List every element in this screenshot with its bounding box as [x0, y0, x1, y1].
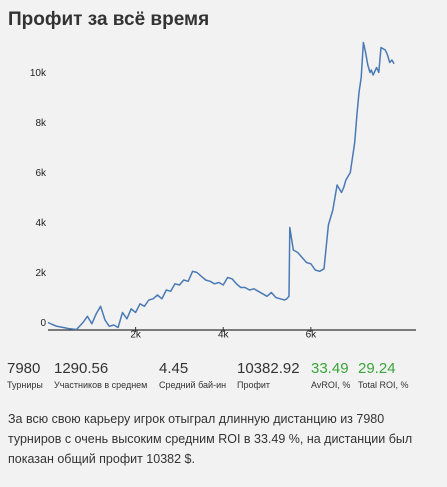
profit-chart: 0 2k 4k 6k 8k 10k 2k 4k 6k	[0, 40, 447, 345]
stat-avg-players: 1290.56 Участников в среднем	[54, 360, 147, 391]
stat-avg-buyin-label: Средний бай-ин	[159, 380, 227, 390]
stat-avg-buyin: 4.45 Средний бай-ин	[159, 360, 226, 391]
x-tick-label: 6k	[306, 329, 318, 340]
stat-tournaments-value: 7980	[7, 360, 41, 377]
y-tick-label: 0	[40, 318, 46, 329]
stat-tournaments-label: Турниры	[7, 380, 43, 390]
y-tick-label: 2k	[35, 268, 47, 279]
chart-title: Профит за всё время	[8, 9, 210, 30]
stat-total-roi-label: Total ROI, %	[358, 380, 409, 390]
profit-chart-svg: 0 2k 4k 6k 8k 10k 2k 4k 6k	[30, 41, 416, 340]
y-tick-label: 4k	[35, 218, 47, 229]
stats-row: 7980 Турниры 1290.56 Участников в средне…	[7, 360, 443, 394]
stat-avroi: 33.49 AvROI, %	[311, 360, 350, 391]
x-tick-label: 4k	[218, 329, 230, 340]
y-tick-label: 10k	[30, 68, 47, 79]
summary-text: За всю свою карьеру игрок отыграл длинну…	[8, 412, 413, 466]
x-tick-label: 2k	[130, 329, 142, 340]
stat-total-roi-value: 29.24	[358, 360, 396, 377]
stat-avroi-value: 33.49	[311, 360, 349, 377]
stat-profit-value: 10382.92	[237, 360, 300, 377]
stat-profit: 10382.92 Профит	[237, 360, 300, 391]
stat-profit-label: Профит	[237, 380, 271, 390]
profit-series-line	[47, 41, 395, 331]
y-tick-label: 6k	[35, 168, 47, 179]
stat-avg-buyin-value: 4.45	[159, 360, 189, 377]
stat-total-roi: 29.24 Total ROI, %	[358, 360, 409, 391]
stat-avg-players-label: Участников в среднем	[54, 380, 148, 390]
stat-avg-players-value: 1290.56	[54, 360, 109, 377]
stat-tournaments: 7980 Турниры	[7, 360, 43, 391]
stat-avroi-label: AvROI, %	[311, 380, 351, 390]
y-tick-label: 8k	[35, 118, 47, 129]
